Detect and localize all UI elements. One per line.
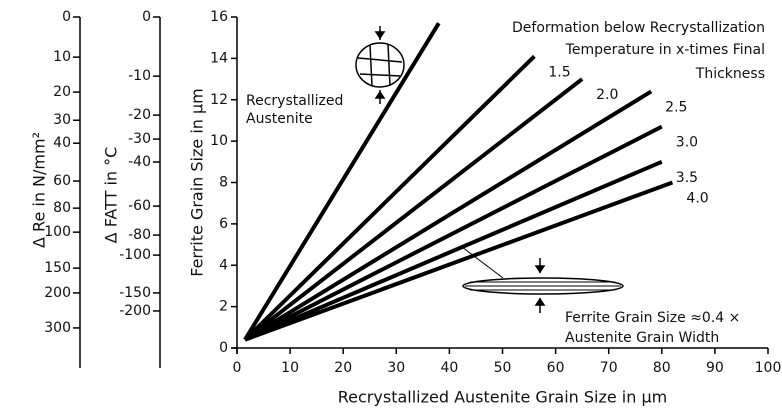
- aux-axis-title: Δ Re in N/mm²: [30, 132, 49, 248]
- y-tick-label: 8: [219, 175, 228, 191]
- x-tick-label: 70: [600, 360, 618, 376]
- x-tick-label: 40: [440, 360, 458, 376]
- series-line: [244, 159, 663, 342]
- aux-tick-label: 40: [53, 135, 71, 151]
- aux-tick-label: 0: [142, 9, 151, 25]
- series-label: 3.0: [676, 135, 698, 151]
- aux-tick-label: -20: [128, 107, 151, 123]
- aux-tick-label: 200: [44, 285, 71, 301]
- series-label: 1.5: [548, 64, 570, 80]
- series-line: [243, 89, 653, 342]
- series-label: 3.5: [676, 170, 698, 186]
- x-tick-label: 60: [547, 360, 565, 376]
- aux-tick-label: 0: [62, 9, 71, 25]
- x-axis-title: Recrystallized Austenite Grain Size in μ…: [338, 388, 667, 407]
- aux-tick-label: 100: [44, 224, 71, 240]
- x-tick-label: 80: [653, 360, 671, 376]
- aux-axis-title: Δ FATT in °C: [102, 147, 121, 244]
- aux-tick-label: 150: [44, 260, 71, 276]
- y-tick-label: 14: [210, 50, 228, 66]
- annotation: Thickness: [695, 66, 765, 82]
- x-tick-label: 10: [281, 360, 299, 376]
- aux-tick-label: 300: [44, 320, 71, 336]
- series-line: [244, 180, 674, 342]
- annotation: Deformation below Recrystallization: [512, 20, 765, 36]
- y-tick-label: 6: [219, 216, 228, 232]
- grain-icon: [355, 26, 624, 313]
- aux-tick-label: 10: [53, 49, 71, 65]
- series-line: [243, 22, 441, 341]
- y-tick-label: 16: [210, 9, 228, 25]
- annotation: Temperature in x-times Final: [565, 42, 765, 58]
- aux-tick-label: 80: [53, 200, 71, 216]
- aux-tick-label: -30: [128, 131, 151, 147]
- y-tick-label: 0: [219, 340, 228, 356]
- series-label: 4.0: [686, 191, 708, 207]
- aux-tick-label: -200: [119, 303, 151, 319]
- y-axis-title: Ferrite Grain Size in μm: [188, 88, 207, 277]
- aux-tick-label: -150: [119, 285, 151, 301]
- annotation: Ferrite Grain Size ≈0.4 ×: [565, 310, 740, 326]
- series-label: 2.0: [596, 87, 618, 103]
- y-tick-label: 2: [219, 299, 228, 315]
- series-line: [243, 77, 584, 342]
- aux-tick-label: 60: [53, 173, 71, 189]
- x-tick-label: 50: [494, 360, 512, 376]
- aux-tick-label: 20: [53, 84, 71, 100]
- y-tick-label: 4: [219, 257, 228, 273]
- x-tick-label: 30: [387, 360, 405, 376]
- aux-tick-label: -40: [128, 154, 151, 170]
- x-tick-label: 20: [334, 360, 352, 376]
- y-tick-label: 10: [210, 133, 228, 149]
- aux-tick-label: -80: [128, 227, 151, 243]
- aux-tick-label: -60: [128, 198, 151, 214]
- series-label: Recrystallized Austenite: [246, 93, 344, 127]
- series-label: 2.5: [665, 99, 687, 115]
- aux-tick-label: 30: [53, 112, 71, 128]
- series-line: [243, 54, 536, 342]
- x-tick-label: 0: [233, 360, 242, 376]
- series-line: [244, 124, 663, 342]
- annotation: Austenite Grain Width: [565, 330, 719, 346]
- aux-tick-label: -10: [128, 68, 151, 84]
- aux-tick-label: -100: [119, 247, 151, 263]
- x-tick-label: 90: [706, 360, 724, 376]
- y-tick-label: 12: [210, 92, 228, 108]
- x-tick-label: 100: [755, 360, 782, 376]
